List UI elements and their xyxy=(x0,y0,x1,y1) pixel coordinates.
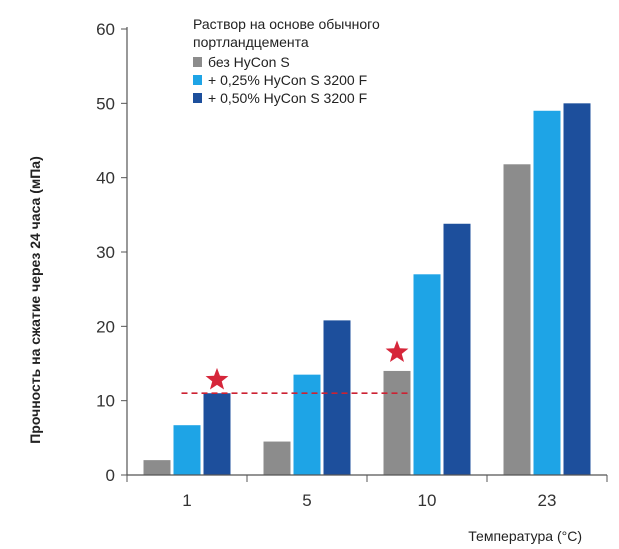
x-tick-label: 23 xyxy=(538,491,557,510)
y-tick-label: 30 xyxy=(96,243,115,262)
bar-23-series-1 xyxy=(503,164,531,475)
legend-entry-label: + 0,25% HyCon S 3200 F xyxy=(208,72,367,88)
bar-10-series-3 xyxy=(443,223,471,475)
bar-5-series-2 xyxy=(293,374,321,475)
legend: Раствор на основе обычного портландцемент… xyxy=(193,16,380,106)
legend-swatch xyxy=(193,57,202,67)
legend-entry-label: + 0,50% HyCon S 3200 F xyxy=(208,90,367,106)
star-marker-1 xyxy=(205,367,229,390)
y-tick-label: 50 xyxy=(96,94,115,113)
bar-1-series-1 xyxy=(143,460,171,475)
star-marker-10 xyxy=(385,340,409,363)
y-axis-title: Прочность на сжатие через 24 часа (мПа) xyxy=(27,156,43,444)
y-tick-label: 0 xyxy=(106,466,115,485)
y-tick-label: 40 xyxy=(96,169,115,188)
legend-entry-label: без HyCon S xyxy=(208,54,290,70)
bar-5-series-1 xyxy=(263,441,291,475)
legend-swatch xyxy=(193,75,202,85)
legend-title-line: портландцемента xyxy=(193,34,309,50)
annotations-group xyxy=(181,340,411,395)
bar-5-series-3 xyxy=(323,320,351,475)
bar-10-series-1 xyxy=(383,370,411,475)
y-axis-ticks: 0 10 20 30 40 50 60 xyxy=(96,20,127,485)
y-tick-label: 10 xyxy=(96,392,115,411)
x-tick-label: 1 xyxy=(182,491,191,510)
x-tick-label: 5 xyxy=(302,491,311,510)
x-axis-ticks: 1 5 10 23 xyxy=(126,475,608,510)
x-axis-title: Температура (°C) xyxy=(468,528,582,544)
y-tick-label: 20 xyxy=(96,317,115,336)
bar-1-series-3 xyxy=(203,393,231,475)
bar-23-series-2 xyxy=(533,110,561,476)
x-tick-label: 10 xyxy=(418,491,437,510)
bar-10-series-2 xyxy=(413,274,441,475)
legend-title-line: Раствор на основе обычного xyxy=(193,16,380,32)
bar-1-series-2 xyxy=(173,425,201,475)
bars-group xyxy=(143,103,591,476)
legend-swatch xyxy=(193,93,202,103)
bar-23-series-3 xyxy=(563,103,591,475)
y-tick-label: 60 xyxy=(96,20,115,39)
